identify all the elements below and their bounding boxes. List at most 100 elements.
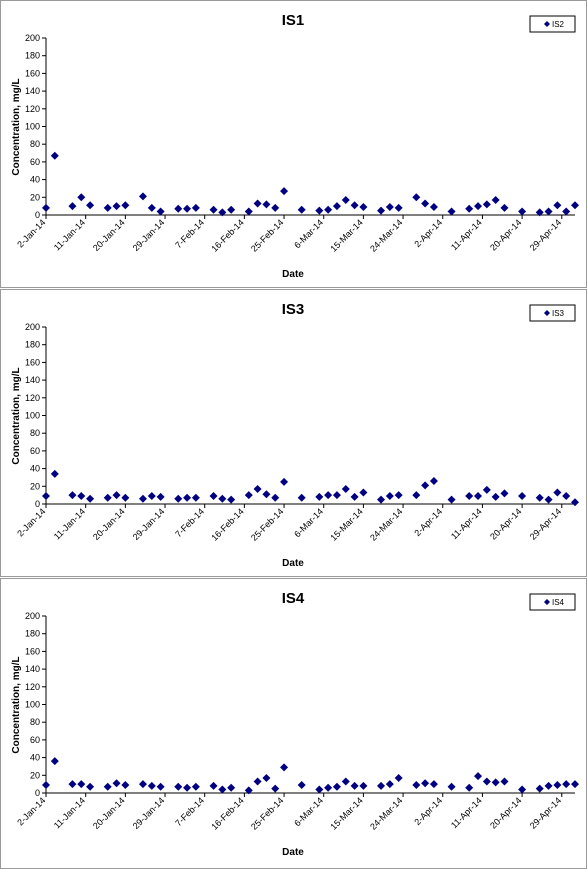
y-tick-label: 60 <box>30 157 40 167</box>
data-point <box>429 476 438 485</box>
data-point <box>86 494 95 503</box>
data-point <box>429 203 438 212</box>
chart-is4: IS4 IS4 0 20 40 60 80 100 120 140 160 180 200 2-Jan-1… <box>11 590 579 858</box>
data-point <box>447 782 456 791</box>
chart-title: IS4 <box>282 590 305 607</box>
data-point <box>500 489 509 498</box>
data-point <box>482 777 491 786</box>
data-point <box>385 203 394 212</box>
x-tick-label: 2-Jan-14 <box>15 506 47 538</box>
data-point <box>350 201 359 210</box>
data-point <box>535 493 544 502</box>
data-point <box>156 207 165 216</box>
data-point <box>447 495 456 504</box>
legend-label: IS2 <box>552 20 565 29</box>
data-point <box>68 780 77 789</box>
data-point <box>562 207 571 216</box>
data-point <box>350 781 359 790</box>
data-point <box>465 492 474 501</box>
x-tick-label: 7-Feb-14 <box>173 217 206 250</box>
legend-label: IS3 <box>552 309 565 318</box>
data-point <box>121 201 130 210</box>
x-tick-label: 25-Feb-14 <box>249 795 285 831</box>
data-point <box>341 484 350 493</box>
data-point <box>112 779 121 788</box>
y-tick-label: 180 <box>25 629 40 639</box>
chart-title: IS3 <box>282 301 305 318</box>
data-point <box>280 477 289 486</box>
data-point <box>42 492 50 501</box>
x-tick-label: 20-Apr-14 <box>488 506 523 541</box>
x-tick-label: 6-Mar-14 <box>292 217 325 250</box>
y-tick-label: 160 <box>25 68 40 78</box>
y-tick-label: 140 <box>25 664 40 674</box>
data-point <box>518 492 527 501</box>
x-tick-label: 2-Jan-14 <box>15 795 47 827</box>
data-point <box>297 205 306 214</box>
data-point <box>394 491 403 500</box>
data-point <box>341 777 350 786</box>
data-point <box>500 777 509 786</box>
data-point <box>571 498 579 507</box>
data-point <box>191 782 200 791</box>
x-tick-label: 11-Apr-14 <box>449 506 484 541</box>
x-tick-label: 7-Feb-14 <box>173 506 206 539</box>
legend-box <box>529 304 576 322</box>
data-point <box>262 490 271 499</box>
data-point <box>42 781 50 790</box>
data-point <box>253 199 262 208</box>
x-tick-label: 20-Jan-14 <box>91 217 127 253</box>
y-tick-label: 0 <box>35 788 40 798</box>
x-tick-label: 2-Apr-14 <box>412 795 444 827</box>
chart-panel-is1: IS1 IS2 0 20 40 60 80 100 120 140 160 180 200 2-Jan-1… <box>0 0 587 288</box>
data-point <box>253 484 262 493</box>
data-point <box>341 195 350 204</box>
y-tick-label: 120 <box>25 104 40 114</box>
y-tick-label: 100 <box>25 700 40 710</box>
data-point <box>571 201 579 210</box>
y-tick-label: 200 <box>25 611 40 621</box>
data-point <box>359 781 368 790</box>
data-point <box>218 785 227 794</box>
x-axis-title: Date <box>282 269 304 280</box>
data-point <box>147 492 156 501</box>
data-point <box>553 488 562 497</box>
chart-is3: IS3 IS3 0 20 40 60 80 100 120 140 160 180 200 2-Jan-1… <box>11 301 579 569</box>
y-tick-label: 60 <box>30 735 40 745</box>
y-tick-label: 80 <box>30 139 40 149</box>
data-point <box>50 151 59 160</box>
data-point <box>50 469 59 478</box>
x-tick-label: 16-Feb-14 <box>209 506 245 542</box>
data-point <box>562 492 571 501</box>
y-tick-label: 0 <box>35 210 40 220</box>
data-point <box>147 203 156 212</box>
y-tick-label: 180 <box>25 340 40 350</box>
legend: IS4 <box>529 593 576 611</box>
data-point <box>553 201 562 210</box>
data-point <box>474 772 483 781</box>
data-point <box>121 493 130 502</box>
data-point <box>183 493 192 502</box>
y-tick-label: 180 <box>25 51 40 61</box>
data-point <box>377 495 386 504</box>
data-point <box>412 491 421 500</box>
data-point <box>491 492 500 501</box>
data-point <box>553 781 562 790</box>
data-point <box>394 203 403 212</box>
data-point <box>332 782 341 791</box>
x-tick-label: 11-Jan-14 <box>52 506 87 541</box>
x-axis-title: Date <box>282 847 304 858</box>
x-tick-label: 24-Mar-14 <box>368 506 404 542</box>
data-point <box>412 781 421 790</box>
data-point <box>156 782 165 791</box>
data-point <box>315 492 324 501</box>
data-point <box>244 491 253 500</box>
x-tick-label: 29-Jan-14 <box>131 795 167 831</box>
chart-panel-is3: IS3 IS3 0 20 40 60 80 100 120 140 160 180 200 2-Jan-1… <box>0 289 587 577</box>
data-point <box>412 193 421 202</box>
x-tick-label: 29-Apr-14 <box>528 795 563 830</box>
data-point <box>535 208 544 217</box>
x-axis-title: Date <box>282 558 304 569</box>
data-point <box>253 777 262 786</box>
x-tick-label: 15-Mar-14 <box>328 506 364 542</box>
